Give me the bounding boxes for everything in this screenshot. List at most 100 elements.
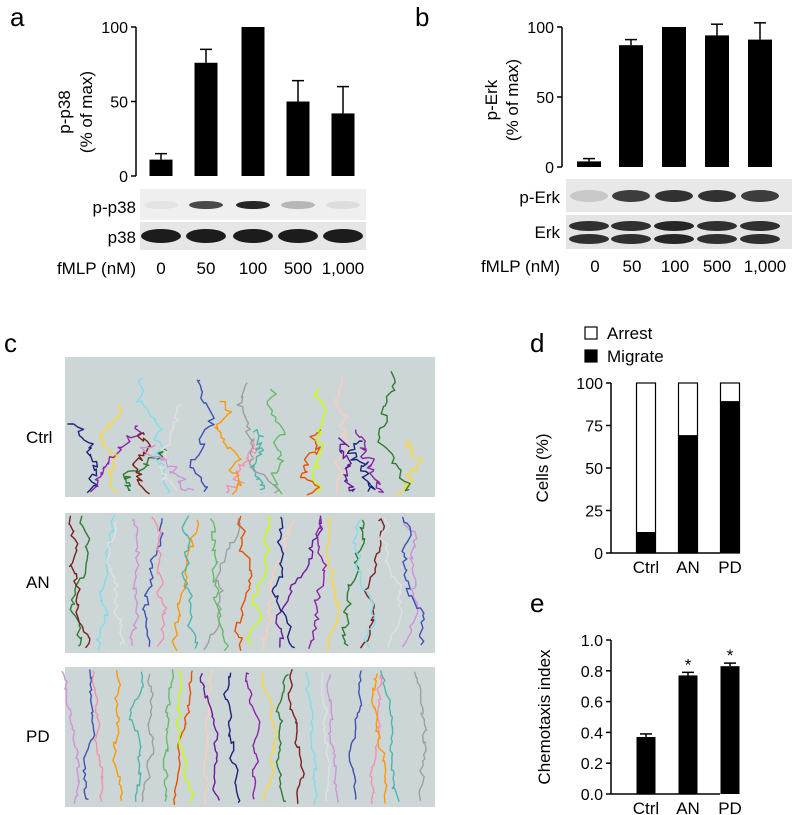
blot-label-Erk: Erk	[535, 223, 561, 242]
panel-a-doses: 0 50 100 500 1,000	[156, 259, 364, 278]
cell-track	[395, 439, 422, 495]
track-field-ctrl	[65, 357, 435, 497]
bar	[748, 39, 772, 167]
significance-marker: *	[685, 655, 692, 674]
panel-a-letter: a	[10, 2, 25, 32]
cell-track	[68, 515, 91, 649]
band-Erk-upper	[740, 221, 780, 231]
row-label-pd: PD	[26, 727, 50, 746]
band-p-Erk	[698, 190, 736, 202]
panel-b-xlabel: fMLP (nM)	[481, 257, 560, 276]
y-tick-label: 100	[527, 20, 554, 37]
y-tick-label: 75	[585, 419, 603, 436]
cell-track	[275, 673, 289, 802]
bar-arrest	[635, 382, 657, 534]
blot-label-p-Erk: p-Erk	[519, 188, 560, 207]
significance-marker: *	[727, 646, 734, 665]
cell-track	[214, 400, 243, 495]
band-Erk-upper	[654, 221, 694, 231]
cell-track	[91, 670, 104, 802]
x-category-label: AN	[676, 799, 700, 815]
cell-track	[401, 516, 425, 646]
cell-track	[67, 423, 99, 494]
cell-track	[299, 428, 322, 496]
dose-label: 100	[239, 259, 267, 278]
cell-track	[246, 515, 272, 646]
cell-track	[162, 669, 175, 802]
panel-c-letter: c	[4, 328, 17, 358]
y-tick-label: 0	[545, 160, 554, 177]
legend-migrate-swatch	[584, 349, 598, 363]
band-Erk-lower	[611, 234, 651, 244]
y-tick-label: 100	[576, 376, 603, 393]
cell-track	[325, 517, 340, 651]
cell-track	[244, 672, 261, 800]
cell-track	[333, 375, 349, 495]
y-tick-label: 25	[585, 504, 603, 521]
band-p-p38	[326, 201, 360, 209]
panel-a-ylabel-line1: p-p38	[55, 90, 74, 133]
bar	[286, 101, 310, 176]
cell-track	[82, 669, 96, 800]
panel-b-bands	[569, 190, 780, 244]
panel-b-letter: b	[415, 2, 429, 32]
cell-track	[223, 672, 241, 804]
cell-track	[305, 672, 318, 806]
cell-track	[352, 518, 376, 649]
cell-track	[326, 673, 339, 803]
cell-track	[234, 515, 253, 651]
panel-e-chart: 0.0 0.2 0.4 0.6 0.8 1.0 Chemotaxis index Ctrl * A…	[535, 633, 742, 815]
band-p-p38	[144, 201, 178, 209]
band-Erk-lower	[569, 234, 609, 244]
band-p-Erk	[570, 190, 608, 202]
band-p-p38	[189, 201, 223, 209]
panel-a-ylabel-line2: (% of max)	[77, 71, 96, 153]
legend-arrest-label: Arrest	[607, 324, 653, 343]
panel-b-chart: 0 50 100	[527, 20, 772, 177]
cell-track	[142, 518, 164, 648]
cell-track	[379, 517, 403, 648]
band-Erk-upper	[697, 221, 737, 231]
cell-track	[141, 673, 155, 803]
blot-label-p-p38: p-p38	[93, 198, 136, 217]
cell-track	[89, 425, 142, 493]
bar	[331, 113, 355, 176]
cell-track	[401, 519, 419, 648]
panel-a-chart: 0 50 100	[101, 20, 355, 186]
x-category-label: AN	[676, 558, 700, 577]
x-category-label: PD	[718, 558, 742, 577]
band-p-Erk	[612, 190, 650, 202]
bar	[662, 27, 686, 167]
panel-e: e 0.0 0.2 0.4 0.6 0.8 1.0 Chemotaxis index Ctrl…	[530, 588, 742, 815]
cell-track	[95, 514, 116, 651]
cell-track	[266, 388, 286, 495]
band-p38	[186, 229, 226, 243]
bar-migrate	[719, 401, 741, 554]
cell-track	[260, 519, 295, 651]
cell-track	[413, 671, 428, 801]
dose-label: 100	[661, 257, 689, 276]
blot-label-p38: p38	[108, 228, 136, 247]
panel-c: c Ctrl AN PD	[4, 328, 435, 807]
cell-track	[338, 437, 356, 493]
cell-track	[128, 671, 145, 802]
dose-label: 50	[623, 257, 642, 276]
cell-track	[371, 673, 388, 804]
panel-a-bands	[141, 201, 363, 243]
cell-track	[151, 516, 168, 647]
cell-track	[106, 520, 126, 646]
y-tick-label: 0.0	[581, 787, 603, 804]
cell-track	[202, 669, 214, 805]
dose-label: 50	[197, 259, 216, 278]
cell-track	[122, 448, 168, 491]
bar-migrate	[677, 435, 699, 554]
panel-d-chart: 0 25 50 75 100 Cells (%) Ctrl AN PD	[533, 376, 742, 577]
band-p-p38	[236, 201, 270, 209]
cell-track	[320, 671, 331, 802]
dose-label: 0	[156, 259, 165, 278]
band-Erk-lower	[654, 234, 694, 244]
x-category-label: Ctrl	[633, 558, 659, 577]
y-tick-label: 50	[536, 90, 554, 107]
cell-track	[379, 670, 400, 802]
dose-label: 1,000	[322, 259, 365, 278]
